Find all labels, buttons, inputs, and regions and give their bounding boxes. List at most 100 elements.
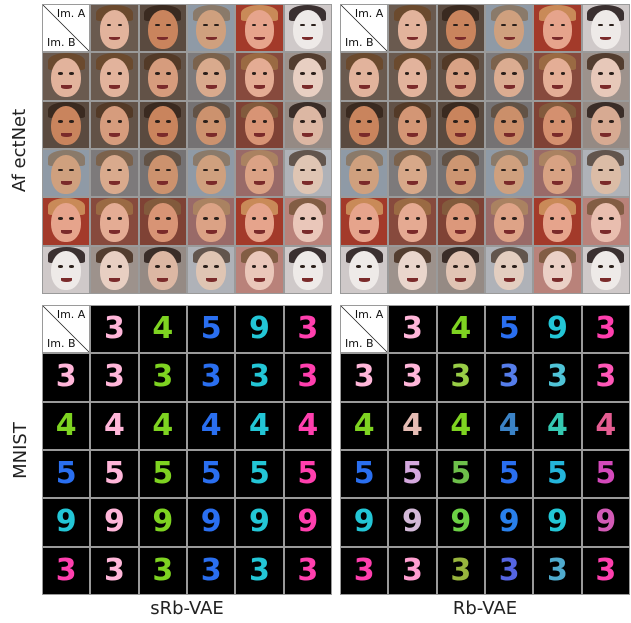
row-label-mnist: MNIST [0,304,40,596]
input-digit-b: 5 [341,450,388,498]
digit-glyph: 5 [353,456,375,492]
face-eye [452,23,458,27]
digit-glyph: 9 [402,504,423,540]
face-eye [117,71,123,75]
face-eye [117,23,123,27]
face-eye [609,71,614,75]
generated-face [534,53,581,100]
generated-face [485,53,533,100]
face-skin [147,57,178,97]
face-eye [154,265,160,268]
face-eye [609,120,614,123]
digit-glyph: 3 [104,552,125,588]
digit-glyph: 5 [498,311,520,347]
face-eye [367,168,373,172]
face-mouth [205,278,217,282]
grid-affectnet-srb-vae: Im. A Im. B [42,4,332,294]
face-skin [542,202,573,242]
digit-glyph: 3 [353,552,375,588]
face-eye [464,23,469,27]
generated-digit: 4 [534,402,581,449]
face-eye [203,23,208,27]
face-skin [349,57,379,97]
face-skin [590,154,621,194]
face-mouth [406,229,419,234]
digit-glyph: 9 [249,311,270,347]
face-eye [356,216,361,220]
digit-glyph: 9 [200,504,222,540]
generated-digit: 5 [389,450,436,498]
generated-face [485,149,533,197]
digit-glyph: 5 [200,456,222,492]
digit-glyph: 9 [547,311,568,347]
generated-digit: 3 [485,354,533,401]
face-mouth [358,84,370,89]
face-eye [251,71,257,75]
face-eye [69,216,75,220]
face-skin [397,251,428,291]
input-image-a [284,5,331,52]
face-eye [58,168,63,172]
generated-face [139,149,186,197]
face-eye [404,265,410,268]
generated-digit: 9 [236,499,283,546]
face-eye [251,120,257,123]
digit-glyph: 3 [297,552,319,588]
face-eye [549,168,555,172]
face-skin [397,57,428,97]
face-skin [349,106,379,146]
input-digit-a: 3 [91,306,138,353]
digit-glyph: 9 [498,504,520,540]
digit-glyph: 3 [595,552,617,588]
input-digit-b: 3 [341,547,388,594]
face-skin [196,106,226,146]
face-eye [415,71,421,75]
generated-digit: 4 [187,402,235,449]
face-eye [203,265,208,268]
face-eye [415,216,421,220]
face-eye [311,23,316,27]
face-eye [214,265,220,268]
face-skin [147,106,178,146]
face-eye [415,265,421,268]
generated-digit: 4 [437,402,484,449]
face-mouth [302,181,314,186]
generated-face [139,198,186,245]
face-eye [262,168,268,172]
face-eye [58,265,63,268]
digit-glyph: 3 [152,359,174,395]
generated-digit: 3 [91,547,138,594]
digit-glyph: 3 [104,359,125,395]
generated-face [437,149,484,197]
generated-digit: 5 [284,450,331,498]
face-mouth [455,229,467,234]
face-eye [609,23,614,27]
face-mouth [358,181,370,186]
face-skin [51,57,81,97]
input-image-b [341,101,388,148]
face-eye [501,265,506,268]
corner-legend: Im. A Im. B [43,306,90,353]
generated-face [389,149,436,197]
generated-digit: 3 [437,354,484,401]
face-skin [397,154,428,194]
face-skin [51,106,81,146]
face-eye [117,168,123,172]
face-mouth [358,229,370,234]
face-eye [106,265,112,268]
face-eye [464,168,469,172]
face-skin [349,202,379,242]
corner-label-b: Im. B [47,337,76,351]
input-image-a [485,5,533,52]
face-skin [445,251,476,291]
generated-face [437,198,484,245]
face-eye [452,265,458,268]
face-mouth [205,36,217,41]
input-digit-b: 4 [43,402,90,449]
digit-glyph: 4 [297,407,319,443]
face-mouth [253,229,266,234]
row-label-affectnet: Af ectNet [0,2,40,298]
face-eye [203,71,208,75]
input-digit-a: 5 [187,306,235,353]
input-digit-a: 3 [389,306,436,353]
